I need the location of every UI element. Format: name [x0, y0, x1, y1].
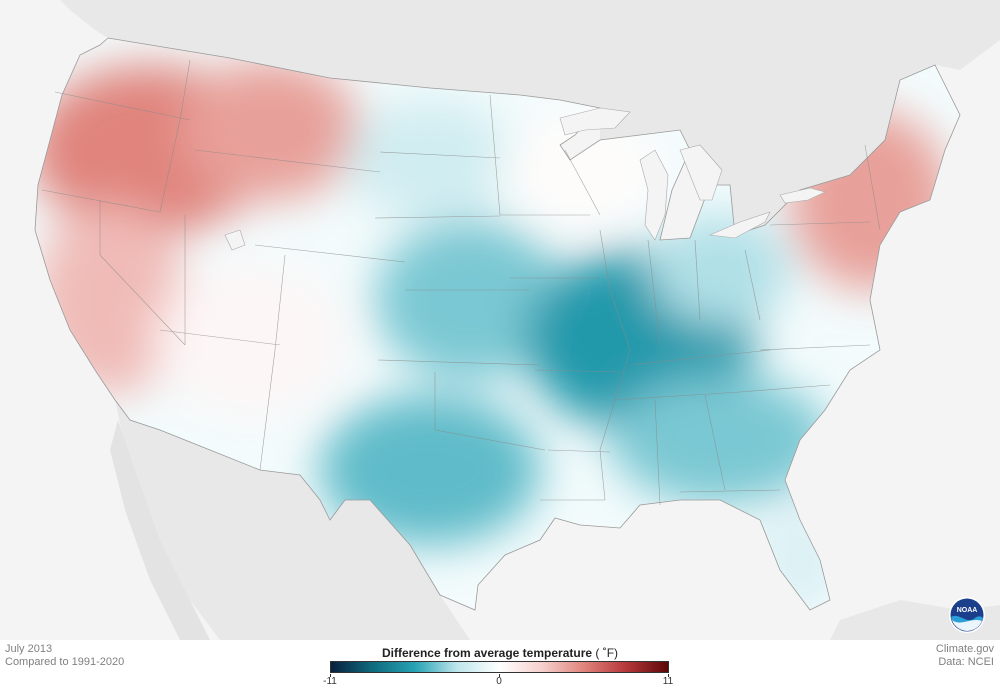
lake-ontario	[779, 187, 826, 204]
legend-colorbar	[330, 661, 669, 673]
noaa-logo-text: NOAA	[957, 607, 978, 614]
border-mo-ar	[534, 369, 621, 373]
mexico-land	[115, 400, 470, 640]
border-ut-co	[274, 254, 286, 351]
surrounding-land	[60, 0, 1000, 640]
baseline-label: Compared to 1991-2020	[5, 656, 125, 668]
source-label: Climate.gov	[935, 643, 994, 655]
anomaly-region-central-plains	[375, 220, 565, 380]
border-al-ga	[704, 394, 726, 491]
footer-left: July 2013 Compared to 1991-2020	[5, 643, 124, 669]
legend-tick-max	[668, 674, 669, 677]
border-in-oh	[694, 239, 701, 321]
legend-mid-label: 0	[496, 676, 502, 687]
border-ms-al	[654, 399, 661, 506]
legend-tick-mid	[499, 674, 500, 677]
lake-michigan	[639, 149, 669, 241]
footer-right: Climate.gov Data: NCEI	[936, 643, 994, 669]
state-borders	[41, 59, 881, 506]
border-az-nm	[259, 349, 276, 471]
border-mt-wy	[194, 149, 381, 173]
period-label: July 2013	[5, 643, 53, 655]
great-salt-lake	[224, 229, 246, 251]
border-ar-la	[547, 449, 611, 453]
border-id-west	[159, 59, 191, 213]
border-ks-ok	[377, 359, 541, 366]
lake-huron	[679, 144, 723, 201]
border-ok-tx	[434, 372, 546, 451]
border-tn-south	[614, 391, 741, 401]
canada-land	[60, 0, 1000, 235]
border-wa-or	[54, 91, 191, 121]
border-pa-ny	[769, 221, 871, 226]
data-credit-label: Data: NCEI	[938, 656, 994, 668]
border-wi-mi	[564, 149, 601, 216]
anomaly-region-southeast	[610, 375, 830, 505]
border-nc-sc	[739, 384, 831, 393]
lake-superior	[559, 107, 631, 136]
border-dakotas-mn	[489, 94, 501, 216]
border-or-ca	[41, 189, 161, 213]
footer: July 2013 Compared to 1991-2020 Differen…	[0, 640, 1000, 690]
anomaly-region-southwest	[155, 265, 345, 415]
legend-max-label: 11	[662, 676, 674, 687]
border-ca-nv	[99, 200, 186, 346]
anomaly-region-northern-rockies	[180, 60, 360, 200]
us-outline	[34, 37, 961, 611]
border-oh-wv	[744, 249, 761, 321]
border-sd-ne	[374, 215, 501, 219]
border-az-north	[159, 329, 281, 346]
legend-unit: ( ˚F)	[595, 646, 619, 660]
lake-erie	[708, 211, 771, 239]
noaa-logo-icon: NOAA	[949, 597, 985, 633]
mississippi-river	[599, 229, 631, 501]
border-wy-co	[254, 244, 406, 263]
border-ga-fl	[679, 489, 781, 493]
anomaly-region-northern-plains	[345, 100, 515, 220]
anomaly-region-upper-midwest	[500, 115, 660, 225]
legend-title-text: Difference from average temperature	[381, 646, 593, 660]
border-ky-tn	[629, 349, 771, 366]
baja-peninsula	[110, 420, 210, 640]
legend-min-label: -11	[323, 676, 337, 687]
great-lakes	[224, 107, 826, 251]
legend-title: Difference from average temperature ( ˚F…	[0, 646, 1000, 660]
legend-tick-min	[330, 674, 331, 677]
temperature-anomaly-map: NOAA	[0, 0, 1000, 640]
border-va-nc	[759, 344, 871, 351]
border-il-in	[647, 239, 661, 346]
border-nd-sd	[379, 151, 501, 159]
border-new-england	[864, 144, 881, 231]
